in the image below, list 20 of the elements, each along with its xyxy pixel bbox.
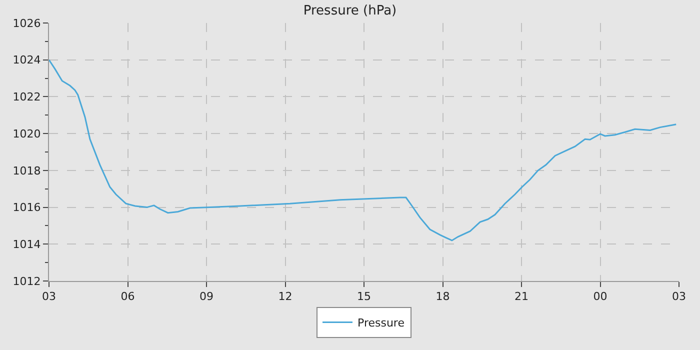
y-tick-label: 1022 [12,90,41,104]
line-series [49,59,677,242]
y-tick-label: 1018 [12,164,41,178]
y-tick-label: 1014 [12,238,41,251]
y-tick-label: 1026 [12,16,41,30]
x-tick-label: 03 [672,290,686,304]
x-tick-label: 00 [593,290,608,304]
y-tick-label: 1020 [12,127,41,140]
y-tick-label: 1016 [12,201,41,214]
x-tick-label: 12 [278,290,292,304]
y-tick-label: 1012 [12,274,41,288]
x-tick-label: 18 [436,290,450,304]
chart-title: Pressure (hPa) [303,3,397,18]
x-tick-label: 09 [200,290,214,304]
x-tick-label: 15 [357,290,371,304]
x-tick-label: 06 [120,290,135,304]
legend-label: Pressure [358,316,405,330]
y-tick-label: 1024 [12,54,41,67]
x-tick-label: 03 [42,290,56,304]
x-tick-label: 21 [514,290,528,304]
